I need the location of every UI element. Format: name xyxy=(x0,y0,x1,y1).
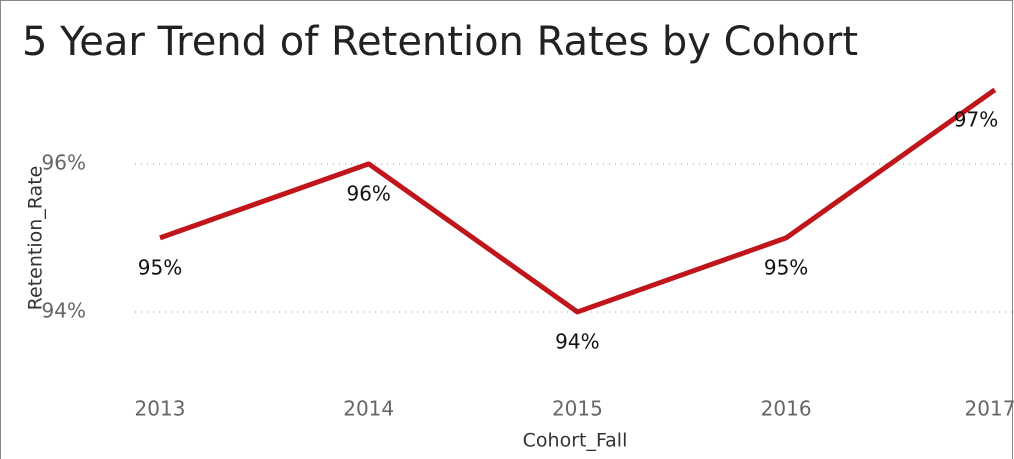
x-tick-label: 2014 xyxy=(343,397,394,421)
y-tick-label: 94% xyxy=(42,298,86,322)
x-tick-label: 2017 xyxy=(965,397,1014,421)
data-label: 96% xyxy=(346,181,390,205)
data-label: 95% xyxy=(764,255,808,279)
line xyxy=(159,87,997,315)
x-axis-title: Cohort_Fall xyxy=(523,430,628,452)
chart-title: 5 Year Trend of Retention Rates by Cohor… xyxy=(22,19,858,65)
x-tick-label: 2016 xyxy=(761,397,812,421)
data-label: 97% xyxy=(954,107,998,131)
y-tick-label: 96% xyxy=(42,150,86,174)
data-label: 95% xyxy=(138,255,182,279)
data-label: 94% xyxy=(555,329,599,353)
x-tick-label: 2013 xyxy=(135,397,186,421)
y-axis-title: Retention_Rate xyxy=(25,166,47,311)
x-tick-label: 2015 xyxy=(552,397,603,421)
